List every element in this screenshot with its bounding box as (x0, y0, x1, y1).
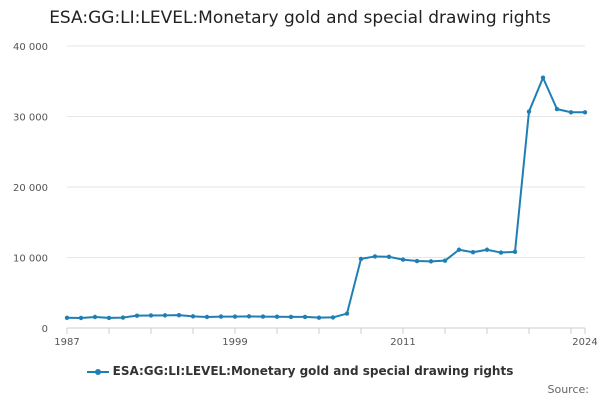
series-group (64, 75, 588, 321)
data-point[interactable] (64, 315, 70, 320)
data-point[interactable] (344, 311, 350, 316)
data-point[interactable] (316, 315, 322, 320)
data-point[interactable] (372, 254, 378, 259)
data-point[interactable] (330, 315, 336, 320)
y-tick-label: 30 000 (13, 113, 48, 124)
data-point[interactable] (484, 247, 490, 252)
data-point[interactable] (470, 250, 476, 255)
data-point[interactable] (386, 254, 392, 259)
data-point[interactable] (512, 249, 518, 255)
data-point[interactable] (120, 315, 126, 320)
data-point[interactable] (358, 256, 364, 262)
data-point[interactable] (92, 314, 98, 320)
data-point[interactable] (134, 313, 140, 318)
data-point[interactable] (568, 110, 574, 115)
data-point[interactable] (540, 75, 546, 80)
data-point[interactable] (190, 314, 196, 319)
x-tick-label: 2024 (572, 337, 597, 348)
data-point[interactable] (582, 110, 588, 115)
data-point[interactable] (148, 313, 154, 318)
source-credit[interactable]: Source: (547, 383, 590, 396)
data-point[interactable] (400, 257, 406, 262)
data-point[interactable] (260, 314, 266, 319)
x-tick-label: 1987 (54, 337, 79, 348)
gridlines (67, 45, 585, 258)
data-point[interactable] (302, 314, 308, 320)
data-point[interactable] (78, 315, 84, 321)
data-point[interactable] (232, 314, 238, 319)
data-point[interactable] (456, 247, 462, 252)
data-point[interactable] (218, 314, 224, 319)
legend[interactable]: ESA:GG:LI:LEVEL:Monetary gold and specia… (0, 364, 600, 378)
data-point[interactable] (246, 314, 252, 319)
y-tick-label: 40 000 (13, 42, 48, 53)
legend-label: ESA:GG:LI:LEVEL:Monetary gold and specia… (112, 364, 514, 378)
chart-title: ESA:GG:LI:LEVEL:Monetary gold and specia… (49, 8, 551, 28)
series-line (66, 76, 586, 319)
legend-line-icon (86, 367, 109, 377)
data-point[interactable] (414, 258, 420, 264)
data-point[interactable] (204, 314, 210, 320)
data-point[interactable] (274, 314, 280, 319)
x-tick-label: 2011 (390, 337, 415, 348)
data-point[interactable] (106, 315, 112, 321)
x-axis-ticks: 1987 1999 2011 2024 (54, 328, 598, 348)
y-tick-label: 10 000 (13, 254, 48, 265)
data-point[interactable] (498, 250, 504, 255)
x-tick-label: 1999 (222, 337, 247, 348)
data-point[interactable] (554, 106, 560, 112)
data-point[interactable] (288, 314, 294, 320)
data-point[interactable] (176, 312, 182, 318)
data-point[interactable] (526, 109, 532, 114)
y-tick-label: 20 000 (13, 183, 48, 194)
data-point[interactable] (442, 258, 448, 263)
data-point[interactable] (162, 313, 168, 318)
data-point[interactable] (428, 259, 434, 264)
y-tick-label: 0 (42, 324, 48, 335)
y-axis-ticks: 0 10 000 20 000 30 000 40 000 (13, 42, 48, 335)
